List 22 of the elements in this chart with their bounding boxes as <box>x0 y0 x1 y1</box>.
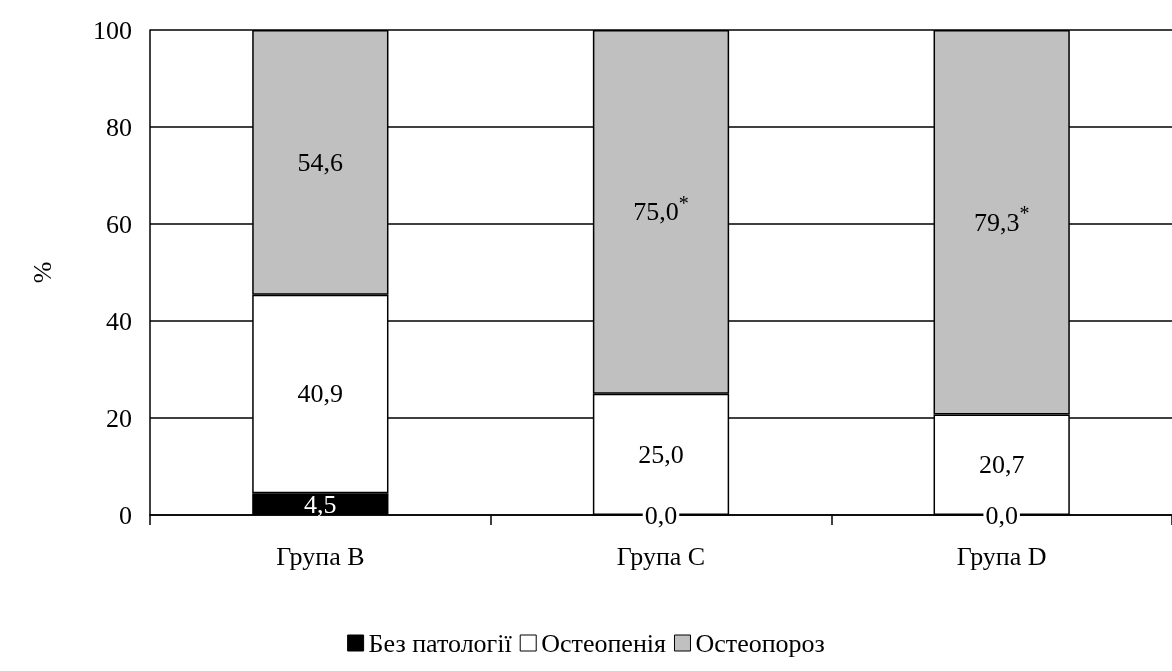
data-label: 0,0 <box>985 500 1018 530</box>
legend-label: Остеопенія <box>541 628 667 658</box>
y-tick-label: 20 <box>106 403 132 433</box>
y-tick-label: 0 <box>119 500 132 530</box>
y-tick-label: 100 <box>93 15 132 45</box>
data-label: 54,6 <box>297 147 344 177</box>
data-label: 75,0* <box>633 191 689 227</box>
data-label: 25,0 <box>638 439 684 469</box>
data-label: 20,7 <box>978 450 1025 480</box>
y-tick-label: 80 <box>106 112 132 142</box>
data-label: 40,9 <box>297 379 344 409</box>
x-tick-label: Група D <box>956 541 1047 571</box>
legend-label: Без патології <box>368 628 513 658</box>
y-tick-label: 40 <box>106 306 132 336</box>
data-label: 79,3* <box>973 202 1030 237</box>
data-label: 4,5 <box>304 489 337 519</box>
legend-label: Остеопороз <box>695 628 825 658</box>
x-tick-label: Група C <box>616 541 706 571</box>
data-label: 0,0 <box>644 500 678 530</box>
x-tick-label: Група B <box>276 541 365 571</box>
y-tick-label: 60 <box>106 209 132 239</box>
y-axis-title: % <box>27 261 57 284</box>
